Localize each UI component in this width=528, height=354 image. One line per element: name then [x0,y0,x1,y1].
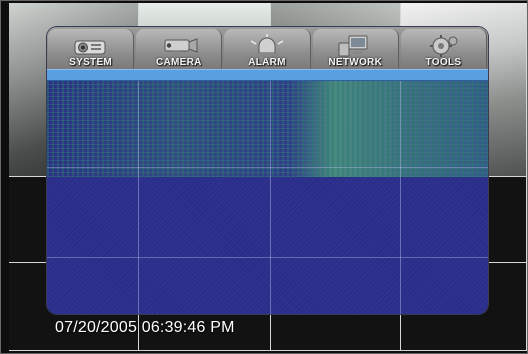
content-background [47,81,488,177]
tab-label: SYSTEM [69,57,113,68]
tab-network[interactable]: NETWORK [312,29,399,69]
datetime-overlay: 07/20/2005 06:39:46 PM [55,319,235,336]
tab-label: CAMERA [155,57,202,68]
content-grid-lines [47,81,488,314]
tab-tools[interactable]: TOOLS [400,29,488,69]
main-menu-panel: SYSTEM CAMERA ALARM [47,27,488,314]
tab-system[interactable]: SYSTEM [48,29,135,69]
menu-tab-bar: SYSTEM CAMERA ALARM [47,27,488,69]
tab-label: NETWORK [328,57,383,68]
camera-icon [164,38,198,56]
projector-icon [74,40,106,55]
tab-label: ALARM [248,57,286,68]
tab-label: TOOLS [425,57,462,68]
tab-camera[interactable]: CAMERA [136,29,223,69]
menu-content-area [47,81,488,314]
siren-icon [250,34,284,56]
tab-alarm[interactable]: ALARM [224,29,311,69]
content-background [47,177,488,314]
tools-icon [430,35,458,57]
menu-highlight-bar [47,69,488,81]
network-icon [338,35,368,57]
